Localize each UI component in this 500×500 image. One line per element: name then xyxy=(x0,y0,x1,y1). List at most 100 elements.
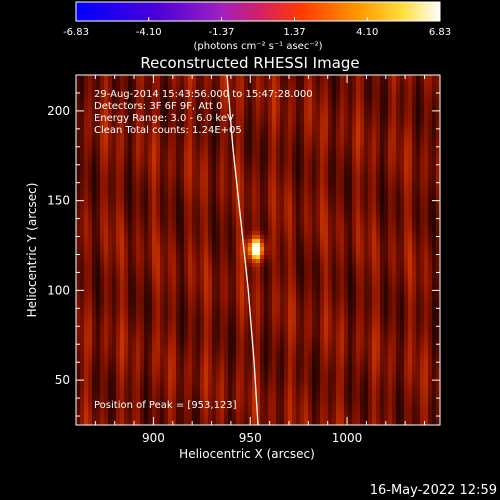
heatmap-cell xyxy=(340,251,345,256)
heatmap-cell xyxy=(188,275,193,280)
heatmap-cell xyxy=(412,191,417,196)
heatmap-cell xyxy=(276,191,281,196)
heatmap-cell xyxy=(368,83,373,88)
heatmap-cell xyxy=(368,219,373,224)
heatmap-cell xyxy=(116,135,121,140)
heatmap-cell xyxy=(284,183,289,188)
heatmap-cell xyxy=(308,143,313,148)
heatmap-cell xyxy=(368,251,373,256)
heatmap-cell xyxy=(324,179,329,184)
heatmap-cell xyxy=(372,119,377,124)
heatmap-cell xyxy=(300,127,305,132)
heatmap-cell xyxy=(364,147,369,152)
heatmap-cell xyxy=(108,151,113,156)
heatmap-cell xyxy=(428,139,433,144)
heatmap-cell xyxy=(392,171,397,176)
heatmap-cell xyxy=(180,243,185,248)
heatmap-cell xyxy=(172,255,177,260)
heatmap-cell xyxy=(348,135,353,140)
colorbar-unit-label: (photons cm⁻² s⁻¹ asec⁻²) xyxy=(193,41,322,52)
heatmap-cell xyxy=(228,203,233,208)
heatmap-cell xyxy=(296,115,301,120)
heatmap-cell xyxy=(404,79,409,84)
heatmap-cell xyxy=(392,195,397,200)
heatmap-cell xyxy=(160,143,165,148)
heatmap-cell xyxy=(140,147,145,152)
heatmap-cell xyxy=(428,143,433,148)
heatmap-cell xyxy=(136,207,141,212)
heatmap-cell xyxy=(76,211,81,216)
heatmap-cell xyxy=(252,199,257,204)
heatmap-cell xyxy=(396,143,401,148)
heatmap-cell xyxy=(336,163,341,168)
heatmap-cell xyxy=(160,255,165,260)
heatmap-cell xyxy=(232,223,237,228)
heatmap-cell xyxy=(400,283,405,288)
heatmap-cell xyxy=(284,167,289,172)
heatmap-cell xyxy=(112,211,117,216)
heatmap-cell xyxy=(392,79,397,84)
heatmap-cell xyxy=(220,119,225,124)
heatmap-cell xyxy=(244,155,249,160)
heatmap-cell xyxy=(384,79,389,84)
heatmap-cell xyxy=(80,279,85,284)
heatmap-cell xyxy=(88,207,93,212)
heatmap-cell xyxy=(120,163,125,168)
heatmap-cell xyxy=(384,247,389,252)
heatmap-cell xyxy=(420,287,425,292)
heatmap-cell xyxy=(272,131,277,136)
heatmap-cell xyxy=(292,187,297,192)
heatmap-cell xyxy=(420,211,425,216)
heatmap-cell xyxy=(340,199,345,204)
heatmap-cell xyxy=(296,231,301,236)
heatmap-cell xyxy=(212,291,217,296)
heatmap-cell xyxy=(140,239,145,244)
heatmap-cell xyxy=(272,287,277,292)
heatmap-cell xyxy=(232,267,237,272)
heatmap-cell xyxy=(220,135,225,140)
heatmap-cell xyxy=(284,259,289,264)
heatmap-cell xyxy=(124,163,129,168)
heatmap-cell xyxy=(356,231,361,236)
heatmap-cell xyxy=(176,187,181,192)
heatmap-cell xyxy=(348,83,353,88)
heatmap-cell xyxy=(256,279,261,284)
heatmap-cell xyxy=(164,235,169,240)
heatmap-cell xyxy=(412,139,417,144)
heatmap-cell xyxy=(120,143,125,148)
heatmap-cell xyxy=(84,167,89,172)
heatmap-cell xyxy=(144,275,149,280)
heatmap-cell xyxy=(148,111,153,116)
heatmap-cell xyxy=(372,183,377,188)
heatmap-cell xyxy=(236,275,241,280)
heatmap-cell xyxy=(312,135,317,140)
heatmap-cell xyxy=(392,251,397,256)
heatmap-cell xyxy=(300,99,305,104)
heatmap-cell xyxy=(140,135,145,140)
heatmap-cell xyxy=(316,91,321,96)
heatmap-cell xyxy=(428,247,433,252)
heatmap-cell xyxy=(284,107,289,112)
heatmap-cell xyxy=(404,267,409,272)
heatmap-cell xyxy=(404,271,409,276)
heatmap-cell xyxy=(264,211,269,216)
heatmap-cell xyxy=(176,175,181,180)
heatmap-cell xyxy=(260,211,265,216)
heatmap-cell xyxy=(296,151,301,156)
heatmap-cell xyxy=(160,91,165,96)
heatmap-cell xyxy=(116,203,121,208)
heatmap-cell xyxy=(372,151,377,156)
heatmap-cell xyxy=(204,211,209,216)
heatmap-cell xyxy=(272,211,277,216)
heatmap-cell xyxy=(308,275,313,280)
heatmap-cell xyxy=(236,99,241,104)
heatmap-cell xyxy=(364,183,369,188)
heatmap-cell xyxy=(416,143,421,148)
heatmap-cell xyxy=(300,163,305,168)
heatmap-cell xyxy=(100,107,105,112)
heatmap-cell xyxy=(144,211,149,216)
heatmap-cell xyxy=(76,139,81,144)
heatmap-cell xyxy=(88,263,93,268)
heatmap-cell xyxy=(96,235,101,240)
heatmap-cell xyxy=(388,223,393,228)
